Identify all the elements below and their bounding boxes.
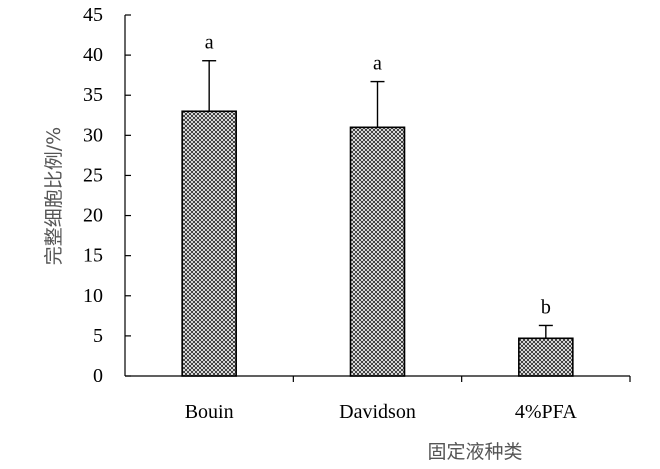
y-tick-label-25: 25 bbox=[83, 164, 103, 186]
y-tick-label-45: 45 bbox=[83, 4, 103, 26]
y-tick-label-35: 35 bbox=[83, 84, 103, 106]
significance-label-4%PFA: b bbox=[541, 296, 551, 318]
y-tick-label-20: 20 bbox=[83, 205, 103, 227]
bar-4%PFA bbox=[518, 337, 574, 377]
significance-label-Bouin: a bbox=[205, 32, 214, 54]
x-category-label-4%PFA: 4%PFA bbox=[515, 401, 577, 423]
significance-label-Davidson: a bbox=[373, 53, 382, 75]
bar-Bouin bbox=[181, 110, 237, 377]
y-tick-label-40: 40 bbox=[83, 44, 103, 66]
y-tick-label-30: 30 bbox=[83, 124, 103, 146]
x-category-label-Bouin: Bouin bbox=[185, 401, 234, 423]
y-tick-label-10: 10 bbox=[83, 285, 103, 307]
y-tick-label-0: 0 bbox=[93, 365, 103, 387]
x-axis-title: 固定液种类 bbox=[427, 441, 522, 463]
x-category-label-Davidson: Davidson bbox=[339, 401, 416, 423]
y-tick-label-15: 15 bbox=[83, 245, 103, 267]
y-tick-label-5: 5 bbox=[93, 325, 103, 347]
bar-Davidson bbox=[349, 126, 406, 377]
y-axis-title: 完整细胞比例/% bbox=[43, 127, 65, 265]
